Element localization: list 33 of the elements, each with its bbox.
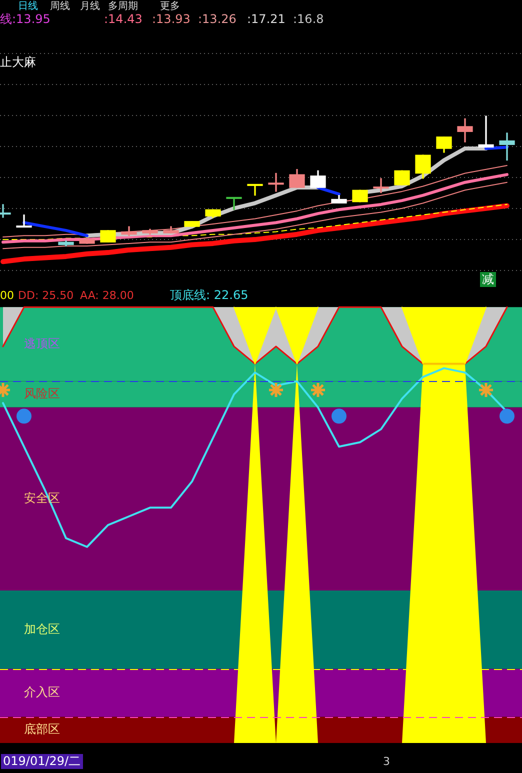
text: 更多 xyxy=(160,0,180,13)
text: :16.8 xyxy=(293,12,324,26)
band-label: 底部区 xyxy=(24,722,60,736)
candlestick xyxy=(478,116,494,148)
band-label: 介入区 xyxy=(24,685,60,700)
band-label: 安全区 xyxy=(24,491,60,506)
candlestick xyxy=(457,118,473,142)
text: 线:13.95 xyxy=(0,12,50,26)
candlestick xyxy=(499,132,515,161)
text: 止大麻 xyxy=(0,55,36,69)
candlestick xyxy=(373,178,389,194)
candlestick xyxy=(226,196,242,210)
text: 周线 xyxy=(50,0,70,13)
band-label: 风险区 xyxy=(24,386,60,400)
text: :13.26 xyxy=(198,12,236,26)
band-label: 逃顶区 xyxy=(24,336,60,350)
text: 减 xyxy=(480,272,496,287)
text: :14.43 xyxy=(104,12,142,26)
text: 00 xyxy=(0,289,14,302)
text: :13.93 xyxy=(152,12,190,26)
text: 多周期 xyxy=(108,0,138,13)
candlestick xyxy=(247,184,263,196)
text: 月线 xyxy=(80,0,100,13)
band-label: 加仓区 xyxy=(24,622,60,636)
text: DD: 25.50 xyxy=(18,289,74,302)
text: 019/01/29/二 xyxy=(1,754,83,769)
candlestick xyxy=(268,172,284,192)
text: 3 xyxy=(383,755,390,768)
candlestick xyxy=(16,214,32,228)
text: 日线 xyxy=(18,0,38,13)
text: AA: 28.00 xyxy=(80,289,134,302)
text: :17.21 xyxy=(247,12,286,26)
text: 顶底线: 22.65 xyxy=(170,288,248,302)
